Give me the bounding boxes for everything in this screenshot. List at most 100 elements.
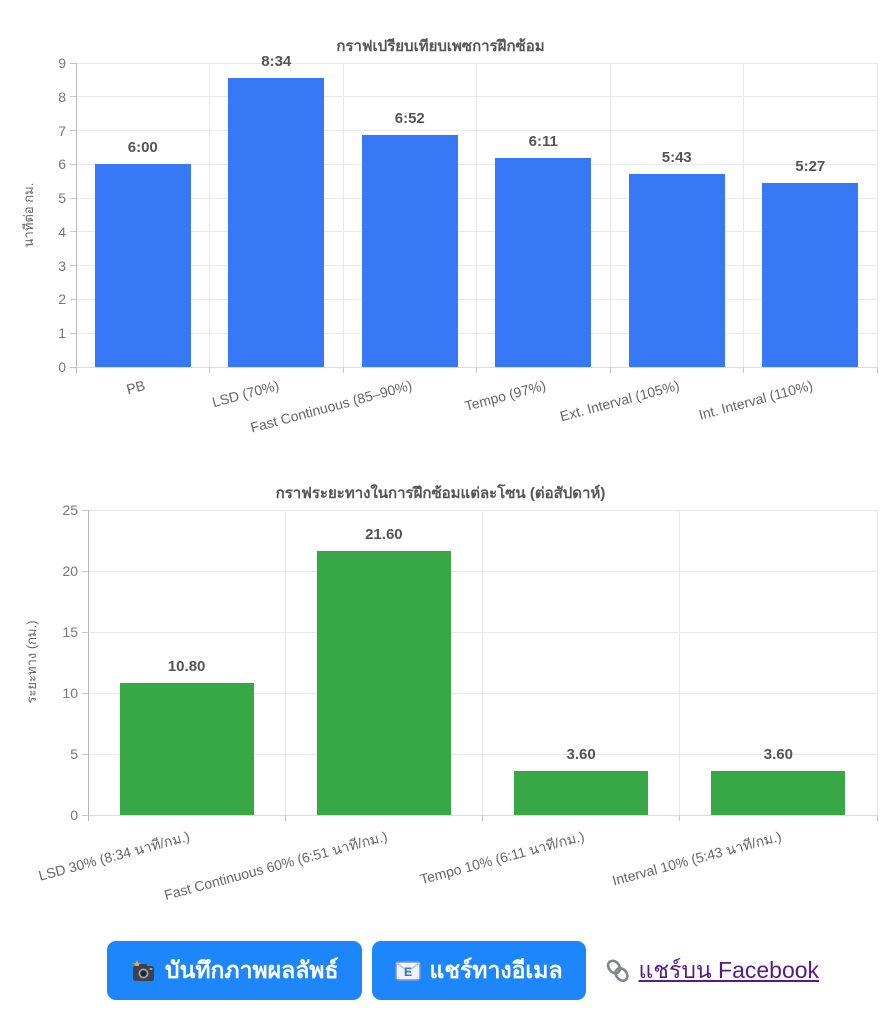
bar [316, 551, 451, 815]
x-tick-label: Tempo (97%) [462, 377, 548, 415]
bar-value-label: 3.60 [763, 746, 793, 764]
bar [495, 158, 592, 367]
v-gridline [679, 510, 681, 815]
y-tick-mark [70, 163, 76, 165]
y-tick-mark [82, 570, 88, 572]
v-gridline [743, 63, 744, 367]
y-tick-label: 6 [58, 156, 66, 173]
bar-value-label: 5:43 [661, 148, 692, 166]
y-tick-label: 0 [70, 807, 78, 823]
save-image-button[interactable]: บันทึกภาพผลลัพธ์ [107, 941, 362, 1000]
x-tick-label: Interval 10% (5:43 นาที/กม.) [610, 827, 784, 889]
v-gridline [482, 510, 483, 815]
chart2-y-axis-title: ระยะทาง (กม.) [24, 620, 39, 704]
y-tick-label: 15 [62, 624, 78, 640]
y-tick-label: 2 [58, 291, 66, 308]
bar [94, 164, 191, 367]
y-tick-label: 5 [58, 190, 66, 207]
chart2-plot-area: 0 5 10 15 20 25 10.80 21.60 3.60 3.60 [62, 502, 878, 823]
y-tick-label: 25 [62, 502, 78, 518]
y-tick-mark [82, 814, 88, 816]
email-icon: E [394, 960, 421, 981]
bar-value-label: 5:27 [795, 157, 826, 175]
bar [711, 771, 846, 815]
y-tick-label: 7 [58, 122, 66, 139]
bar [361, 134, 458, 367]
x-tick-mark [743, 367, 744, 373]
y-tick-label: 8 [58, 88, 66, 105]
bar-value-label: 6:00 [127, 139, 158, 157]
y-tick-mark [70, 265, 76, 267]
y-tick-mark [70, 197, 76, 199]
bar [628, 173, 725, 367]
y-tick-mark [70, 62, 76, 64]
x-tick-label: Tempo 10% (6:11 นาที/กม.) [418, 827, 586, 888]
x-tick-label: Int. Interval (110%) [696, 377, 815, 423]
y-tick-mark [82, 692, 88, 694]
bar-value-label: 3.60 [566, 746, 596, 764]
y-tick-mark [70, 96, 76, 98]
v-gridline [209, 63, 210, 367]
v-gridline [876, 510, 878, 815]
bar [228, 77, 325, 367]
bar-value-label: 6:11 [528, 133, 558, 151]
save-image-label: บันทึกภาพผลลัพธ์ [165, 956, 339, 983]
x-tick-label: LSD 30% (8:34 นาที/กม.) [36, 827, 192, 884]
v-gridline [476, 63, 477, 367]
y-tick-mark [82, 631, 88, 633]
bar [762, 182, 859, 367]
y-axis-line [87, 510, 89, 821]
x-tick-mark [609, 367, 611, 373]
camera-icon [130, 959, 156, 983]
x-tick-mark [284, 815, 286, 821]
y-tick-mark [70, 332, 76, 334]
y-tick-mark [70, 231, 76, 233]
v-gridline [342, 63, 344, 367]
y-axis-line [75, 63, 77, 373]
y-tick-mark [70, 298, 76, 300]
y-tick-mark [82, 509, 88, 511]
x-tick-label: Ext. Interval (105%) [558, 377, 681, 425]
bar-value-label: 21.60 [365, 526, 403, 544]
bar-value-label: 10.80 [167, 658, 206, 676]
y-tick-label: 20 [62, 563, 78, 579]
v-gridline [876, 63, 878, 367]
y-tick-label: 3 [58, 257, 66, 274]
x-tick-label: LSD (70%) [210, 377, 281, 411]
x-tick-mark [876, 815, 878, 821]
y-tick-label: 1 [58, 325, 66, 342]
bar [119, 683, 254, 815]
chart1-title: กราฟเปรียบเทียบเพซการฝึกซ้อม [336, 38, 545, 55]
svg-text:E: E [404, 965, 412, 979]
y-tick-mark [82, 753, 88, 755]
y-tick-label: 9 [58, 55, 66, 71]
share-email-label: แชร์ทางอีเมล [429, 956, 563, 983]
share-email-button[interactable]: E แชร์ทางอีเมล [371, 941, 586, 1000]
x-tick-mark [209, 367, 210, 373]
x-tick-mark [342, 367, 344, 373]
chart1-y-axis-title: นาทีต่อ กม. [21, 182, 36, 248]
chart1-plot-area: 0 1 2 3 4 5 6 7 8 9 6:00 8:34 6:52 6:11 5:43 5:27 [58, 53, 878, 375]
v-gridline [609, 63, 611, 367]
y-tick-mark [70, 130, 76, 132]
y-tick-label: 4 [58, 223, 66, 240]
link-icon [604, 957, 632, 985]
y-tick-mark [70, 366, 76, 368]
x-tick-mark [876, 367, 878, 373]
v-gridline [284, 510, 286, 815]
y-tick-label: 5 [70, 746, 78, 762]
x-tick-mark [476, 367, 477, 373]
x-tick-label: Fast Continuous 60% (6:51 นาที/กม.) [161, 827, 389, 904]
chart2-title: กราฟระยะทางในการฝึกซ้อมแต่ละโซน (ต่อสัปด… [275, 485, 606, 502]
y-tick-label: 10 [62, 685, 78, 701]
share-facebook-label: แชร์บน Facebook [638, 956, 820, 983]
bar-value-label: 6:52 [394, 109, 425, 127]
bar [514, 771, 649, 815]
actions-bar: บันทึกภาพผลลัพธ์ E แชร์ทางอีเมล [107, 941, 819, 1000]
x-tick-mark [679, 815, 681, 821]
x-tick-label: PB [124, 377, 147, 398]
y-tick-label: 0 [58, 359, 66, 375]
share-facebook-link[interactable]: แชร์บน Facebook [604, 953, 820, 989]
bar-value-label: 8:34 [261, 52, 292, 70]
